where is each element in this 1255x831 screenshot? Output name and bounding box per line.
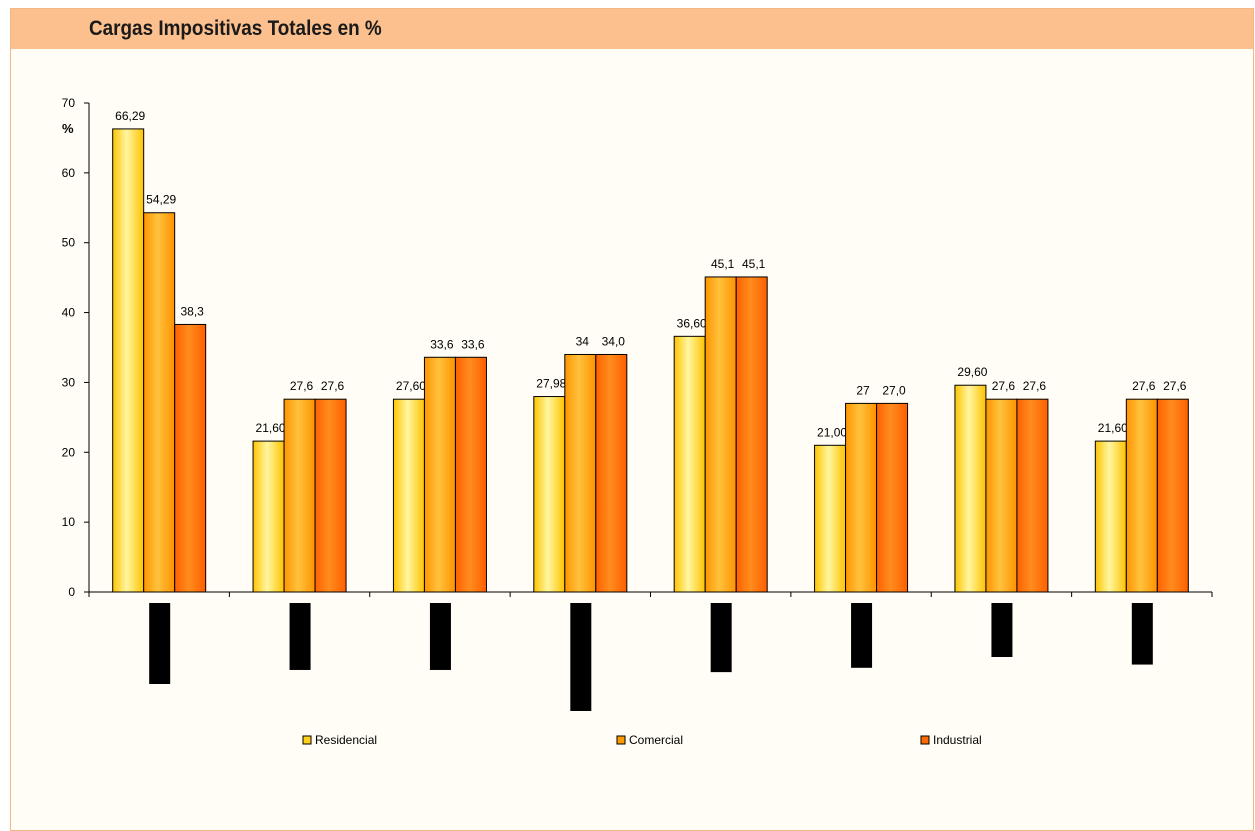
y-tick-label: 0 [68,585,75,599]
legend-swatch-residencial [302,735,312,745]
category-marker [429,603,451,670]
data-label: 27,0 [882,383,906,397]
bar-comercial [423,356,456,593]
bar-residencial [112,128,145,593]
category-marker [149,603,171,684]
data-label: 34 [576,334,590,348]
data-label: 54,29 [146,193,176,207]
legend-label-residencial: Residencial [315,733,377,747]
legend-label-comercial: Comercial [629,733,683,747]
bar-industrial [595,353,628,593]
category-marker [570,603,592,711]
bar-comercial [845,402,878,593]
category-marker [1131,603,1153,665]
category-marker [991,603,1013,657]
data-label: 45,1 [711,257,735,271]
category-marker [289,603,311,670]
data-label: 21,00 [817,425,847,439]
bar-comercial [1125,398,1158,593]
data-label: 36,60 [677,316,707,330]
data-label: 27,98 [536,377,566,391]
y-axis-label: % [62,121,74,136]
data-label: 27,60 [396,379,426,393]
y-tick-label: 70 [62,96,76,110]
data-label: 27,6 [1132,379,1156,393]
data-label: 27,6 [290,379,314,393]
bar-industrial [1156,398,1189,593]
data-label: 66,29 [115,109,145,123]
legend-swatch-industrial [920,735,930,745]
bar-industrial [1016,398,1049,593]
bar-comercial [283,398,316,593]
bar-comercial [704,276,737,593]
data-label: 27,6 [1023,379,1047,393]
data-label: 27,6 [1163,379,1187,393]
y-tick-label: 50 [62,236,76,250]
bar-residencial [954,384,987,593]
legend: Residencial Comercial Industrial [302,733,982,747]
data-label: 33,6 [461,337,485,351]
bar-residencial [1094,440,1127,593]
category-marker [710,603,732,673]
bars: 66,29 21,60 27,60 27,98 36,60 21,00 29,60 21,60… [112,109,1189,593]
data-label: 29,60 [957,365,987,379]
y-tick-label: 60 [62,166,76,180]
bar-industrial [876,402,909,593]
bar-residencial [392,398,425,593]
bar-industrial [454,356,487,593]
bar-comercial [985,398,1018,593]
data-label: 45,1 [742,257,766,271]
y-tick-label: 40 [62,306,76,320]
data-label: 21,60 [1098,421,1128,435]
y-tick-label: 10 [62,515,76,529]
bar-comercial [564,353,597,593]
bar-industrial [735,276,768,593]
bar-comercial [143,212,176,593]
page-title: Cargas Impositivas Totales en % [89,17,382,40]
category-marker [851,603,873,668]
bar-residencial [814,444,847,593]
bar-industrial [174,323,207,593]
bar-industrial [314,398,347,593]
bar-residencial [252,440,285,593]
data-label: 27,6 [321,379,345,393]
legend-label-industrial: Industrial [933,733,982,747]
y-tick-label: 20 [62,445,76,459]
bar-residencial [533,396,566,593]
data-label: 34,0 [602,334,626,348]
data-label: 27,6 [992,379,1016,393]
data-label: 27 [856,383,870,397]
category-markers [149,603,1153,711]
data-label: 21,60 [256,421,286,435]
header-bar: Cargas Impositivas Totales en % [11,9,1253,49]
data-label: 33,6 [430,337,454,351]
bar-residencial [673,335,706,593]
legend-swatch-comercial [616,735,626,745]
y-tick-label: 30 [62,375,76,389]
data-label: 38,3 [181,304,205,318]
